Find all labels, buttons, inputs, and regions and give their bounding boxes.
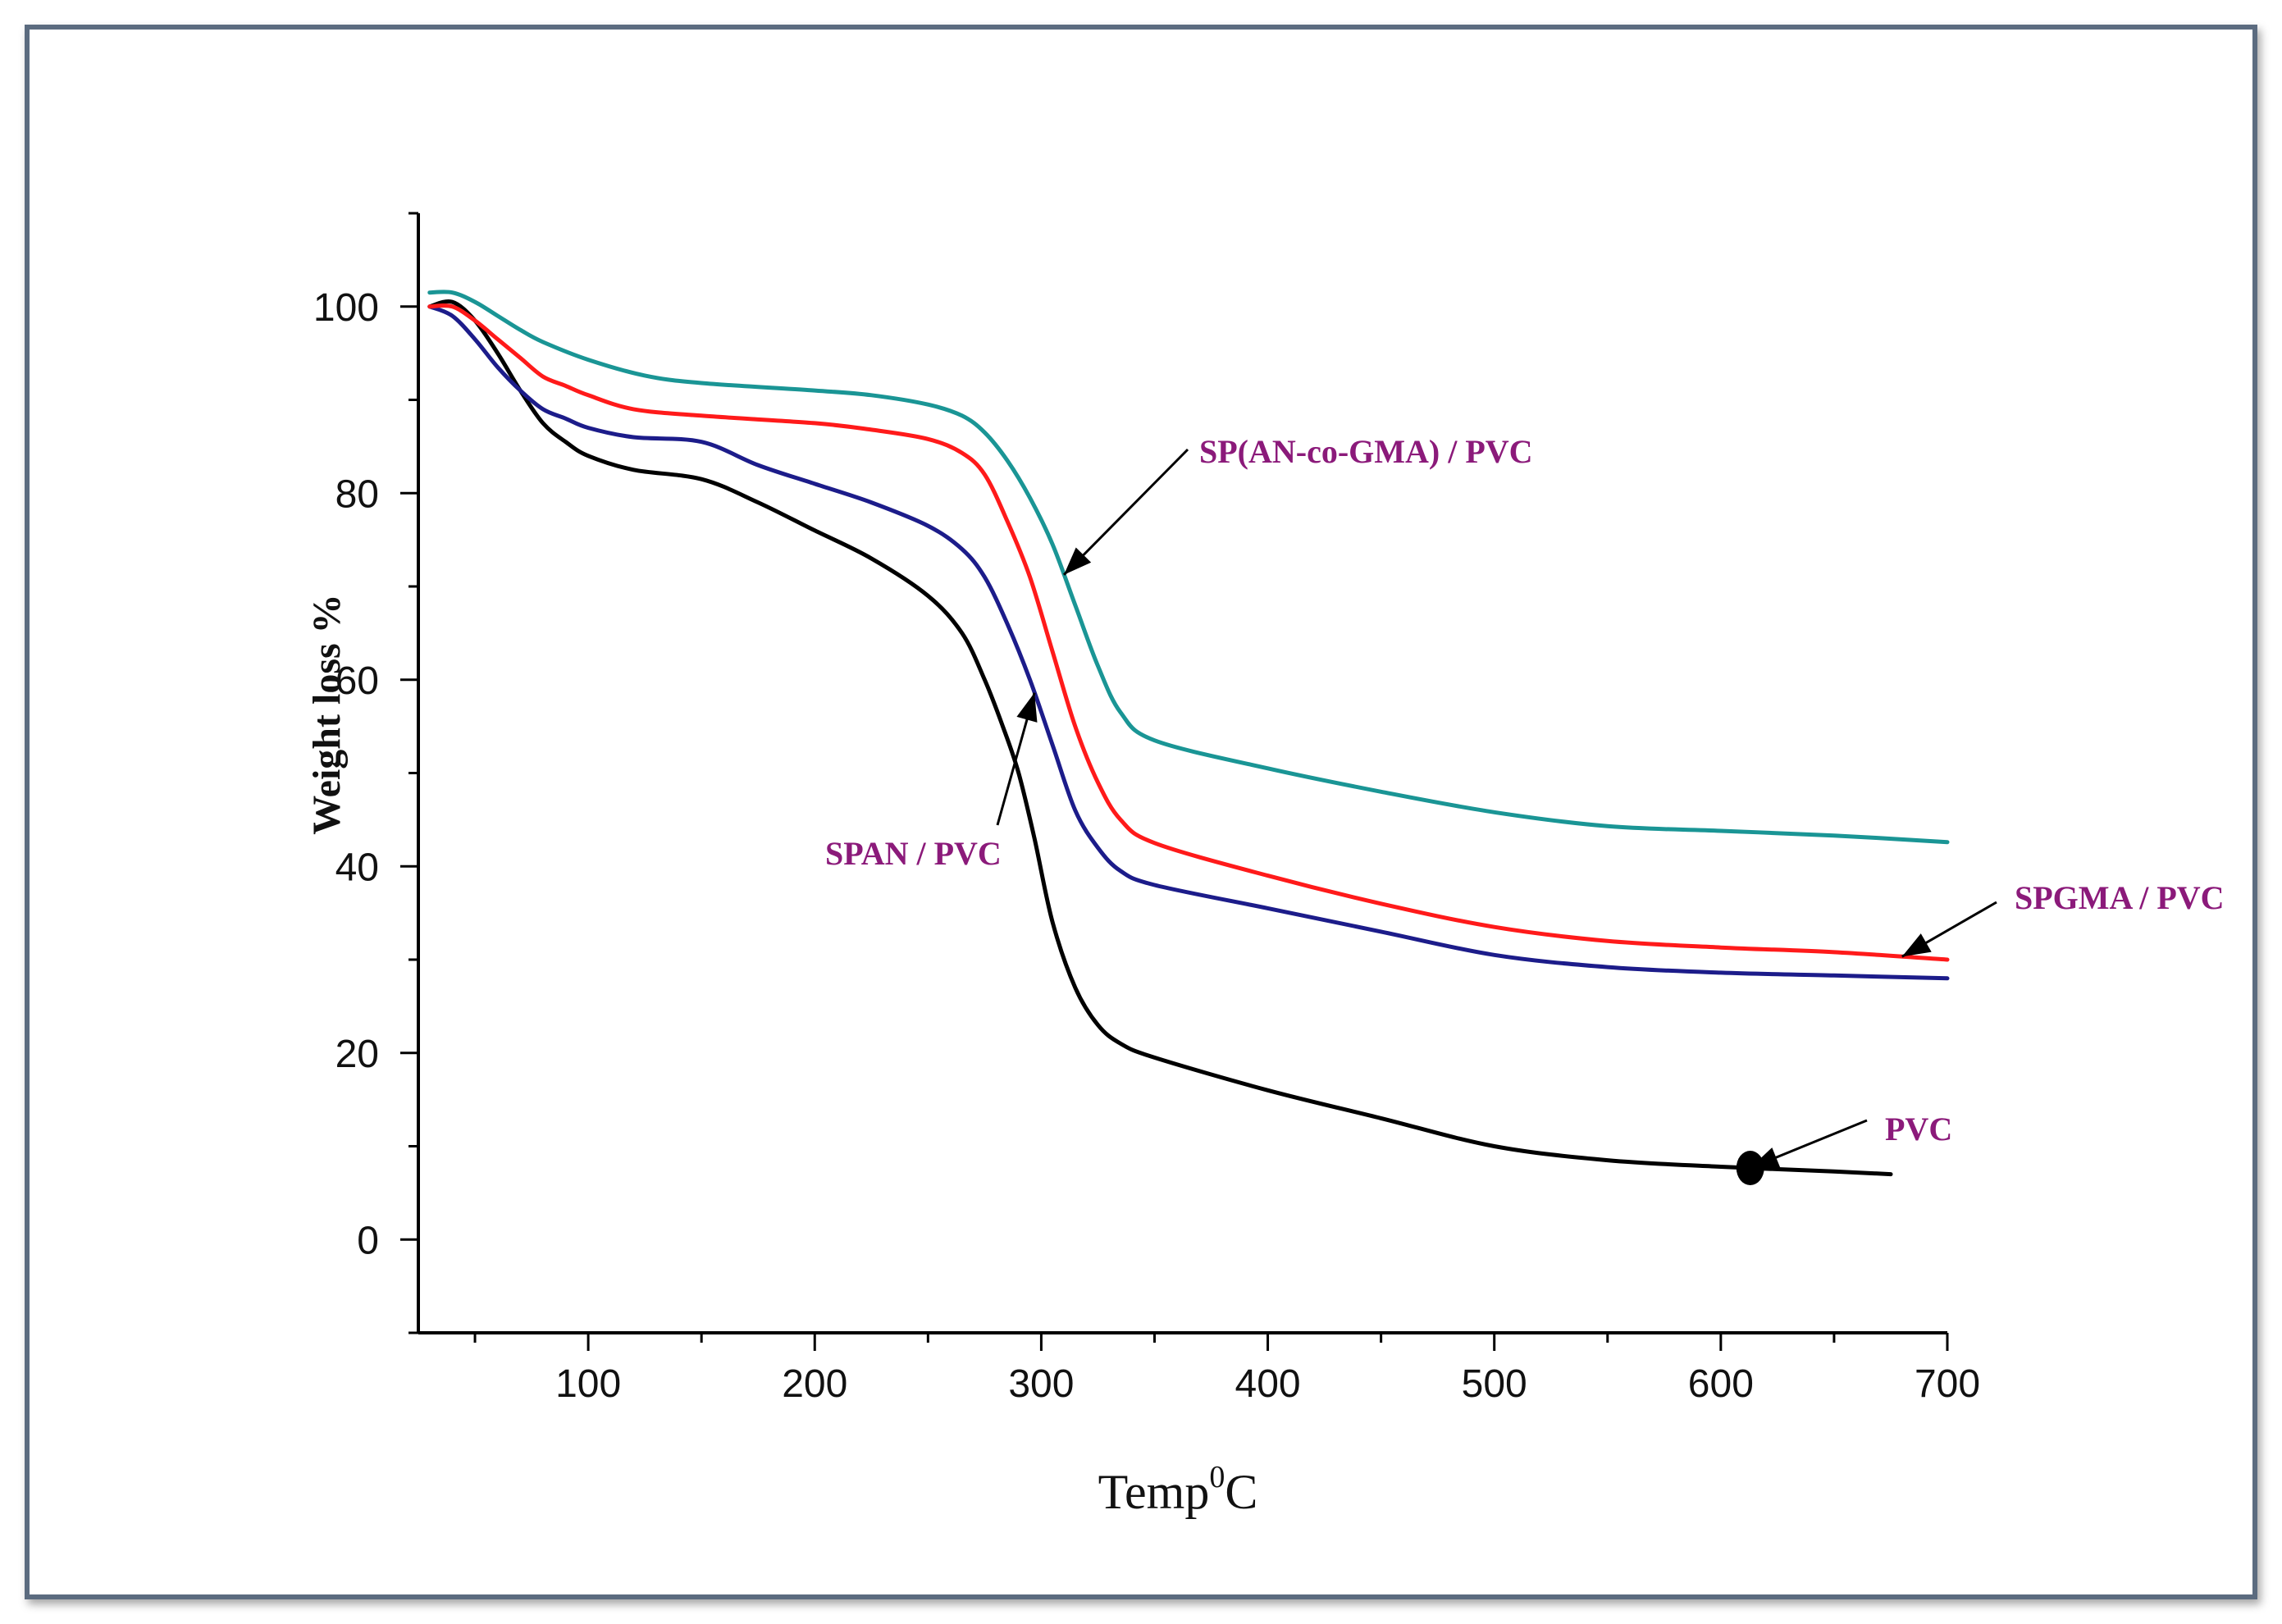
y-tick-label: 80 xyxy=(335,472,379,516)
y-tick-label: 40 xyxy=(335,846,379,889)
x-axis-title: Temp0C xyxy=(1098,1460,1258,1519)
annotation-label-span-pvc: SPAN / PVC xyxy=(825,835,1002,872)
annotation-arrowhead-span-pvc xyxy=(1016,692,1038,723)
figure-frame: 100 200 300 400 500 600 700 0 20 40 60 80 100 SP(AN… xyxy=(25,25,2257,1599)
x-axis-title-superscript: 0 xyxy=(1209,1460,1225,1494)
annotation-arrow-sp-an-co-gma-pvc xyxy=(1062,448,1189,576)
series-lines xyxy=(427,290,1950,1177)
y-tick-label: 0 xyxy=(357,1219,379,1262)
series-line-pvc xyxy=(427,299,1893,1177)
annotation-label-spgma-pvc: SPGMA / PVC xyxy=(2015,879,2225,916)
x-tick-label: 200 xyxy=(782,1362,847,1406)
series-line-sp-an-co-gma-pvc xyxy=(427,290,1950,845)
x-tick-label: 600 xyxy=(1688,1362,1754,1406)
x-ticks: 100 200 300 400 500 600 700 xyxy=(473,1333,1980,1406)
y-ticks: 0 20 40 60 80 100 xyxy=(313,212,418,1334)
y-axis-title: Weight loss % xyxy=(305,594,349,834)
tga-chart: 100 200 300 400 500 600 700 0 20 40 60 80 100 SP(AN… xyxy=(305,212,2225,1519)
y-tick-label: 20 xyxy=(335,1033,379,1076)
pvc-marker-dot xyxy=(1736,1151,1764,1186)
annotation-arrowhead-spgma-pvc xyxy=(1901,933,1932,957)
y-tick-label: 100 xyxy=(313,286,379,330)
annotation-arrowhead-sp-an-co-gma-pvc xyxy=(1064,547,1092,575)
x-tick-label: 100 xyxy=(555,1362,621,1406)
x-tick-label: 400 xyxy=(1235,1362,1301,1406)
x-tick-label: 300 xyxy=(1008,1362,1074,1406)
x-tick-label: 500 xyxy=(1462,1362,1527,1406)
y-tick-label: 60 xyxy=(335,659,379,703)
series-line-span-pvc xyxy=(427,304,1950,981)
x-tick-label: 700 xyxy=(1915,1362,1980,1406)
series-line-spgma-pvc xyxy=(427,303,1950,962)
annotation-label-pvc: PVC xyxy=(1885,1111,1952,1147)
annotations: SP(AN-co-GMA) / PVC SPAN / PVC SPGMA / PVC… xyxy=(825,433,2225,1186)
annotation-label-sp-an-co-gma-pvc: SP(AN-co-GMA) / PVC xyxy=(1199,433,1533,470)
